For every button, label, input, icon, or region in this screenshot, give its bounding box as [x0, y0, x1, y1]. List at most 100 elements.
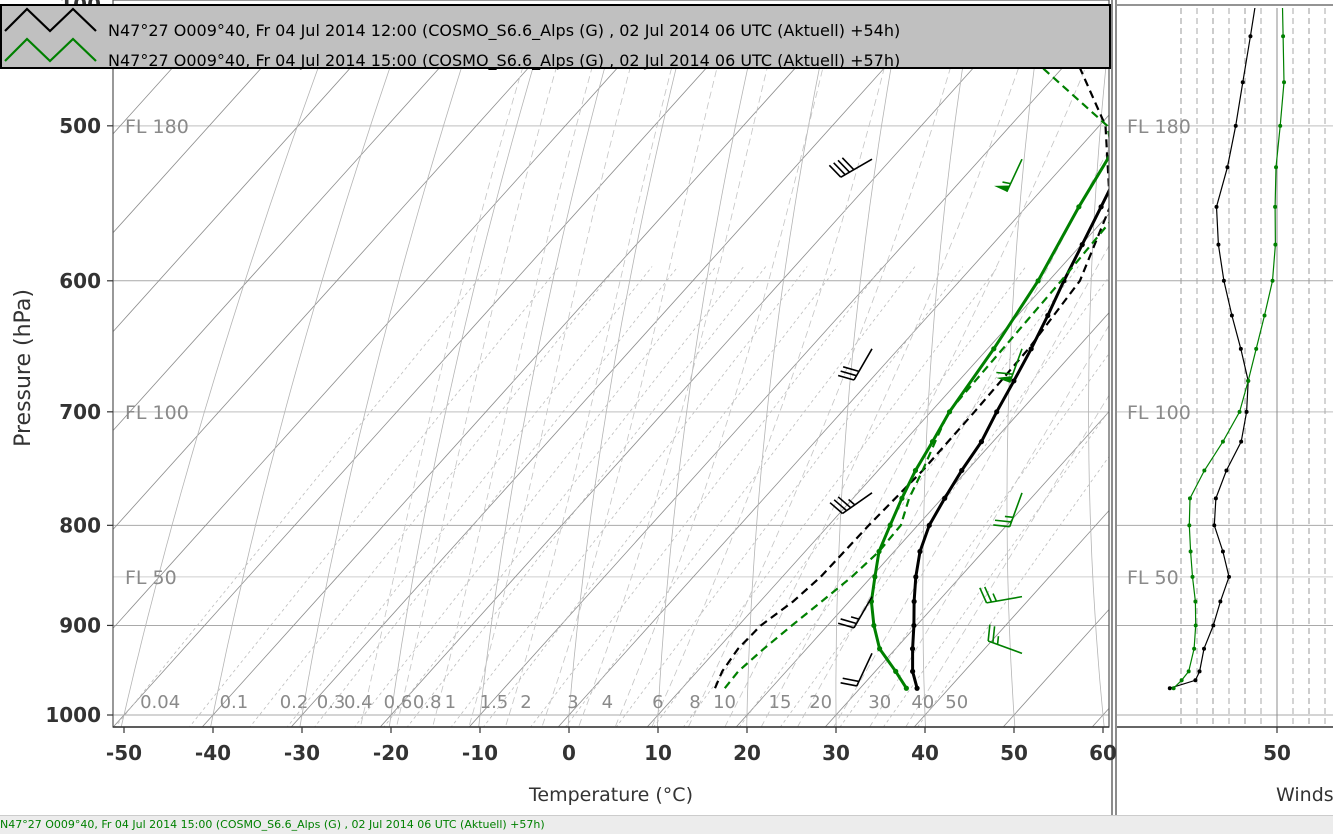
mixing-ratio-label: 40 — [911, 692, 934, 713]
x-tick-label: -10 — [462, 741, 498, 765]
data-point — [1036, 278, 1041, 283]
mixing-ratio-label: 1.5 — [480, 692, 509, 713]
wind-data-point — [1189, 549, 1193, 553]
wind-data-point — [1221, 549, 1225, 553]
wind-data-point — [1239, 440, 1243, 444]
legend-label: N47°27 O009°40, Fr 04 Jul 2014 15:00 (CO… — [108, 51, 900, 71]
y-tick-label: 700 — [59, 400, 101, 424]
chart-legend[interactable]: N47°27 O009°40, Fr 04 Jul 2014 12:00 (CO… — [1, 5, 1110, 71]
mixing-ratio-label: 0.2 — [280, 692, 309, 713]
wind-flight-level-label: FL 180 — [1127, 116, 1191, 138]
wind-data-point — [1211, 623, 1215, 627]
mixing-ratio-label: 0.1 — [220, 692, 249, 713]
wind-data-point — [1202, 468, 1206, 472]
x-tick-label: -20 — [373, 741, 409, 765]
wind-data-point — [1278, 124, 1282, 128]
mixing-ratio-label: 50 — [945, 692, 968, 713]
x-tick-label: -40 — [195, 741, 231, 765]
status-bar: N47°27 O009°40, Fr 04 Jul 2014 15:00 (CO… — [0, 815, 1333, 834]
wind-data-point — [1230, 313, 1234, 317]
mixing-ratio-label: 0.04 — [140, 692, 180, 713]
x-tick-label: 40 — [911, 741, 939, 765]
x-tick-label: 30 — [822, 741, 850, 765]
wind-data-point — [1188, 496, 1192, 500]
x-tick-label: -50 — [106, 741, 142, 765]
data-point — [914, 686, 919, 691]
wind-data-point — [1222, 279, 1226, 283]
wind-data-point — [1225, 165, 1229, 169]
mixing-ratio-label: 0.3 — [317, 692, 346, 713]
wind-data-point — [1234, 124, 1238, 128]
data-point — [893, 669, 898, 674]
wind-axis-label: Winds — [1276, 784, 1333, 806]
wind-data-point — [1172, 686, 1176, 690]
wind-data-point — [1191, 575, 1195, 579]
flight-level-label: FL 50 — [125, 567, 177, 589]
flight-level-label: FL 100 — [125, 402, 189, 424]
wind-data-point — [1239, 347, 1243, 351]
data-point — [927, 523, 932, 528]
wind-data-point — [1224, 468, 1228, 472]
data-point — [888, 523, 893, 528]
wind-data-point — [1238, 410, 1242, 414]
wind-data-point — [1202, 647, 1206, 651]
y-tick-label: 600 — [59, 269, 101, 293]
wind-data-point — [1263, 313, 1267, 317]
mixing-ratio-label: 1 — [445, 692, 456, 713]
wind-data-point — [1281, 34, 1285, 38]
mixing-ratio-label: 15 — [769, 692, 792, 713]
data-point — [872, 574, 877, 579]
x-tick-label: -30 — [284, 741, 320, 765]
data-point — [1045, 313, 1050, 318]
data-point — [994, 409, 999, 414]
wind-flight-level-label: FL 50 — [1127, 567, 1179, 589]
wind-x-tick-label: 50 — [1263, 741, 1291, 765]
data-point — [991, 346, 996, 351]
x-tick-label: 20 — [733, 741, 761, 765]
wind-data-point — [1215, 205, 1219, 209]
wind-data-point — [1245, 410, 1249, 414]
wind-data-point — [1192, 647, 1196, 651]
data-point — [877, 646, 882, 651]
data-point — [913, 468, 918, 473]
mixing-ratio-label: 6 — [652, 692, 663, 713]
wind-data-point — [1214, 496, 1218, 500]
y-tick-label: 900 — [59, 613, 101, 637]
wind-data-point — [1218, 599, 1222, 603]
wind-data-point — [1212, 523, 1216, 527]
flight-level-label: FL 180 — [125, 116, 189, 138]
wind-data-point — [1187, 523, 1191, 527]
wind-data-point — [1274, 165, 1278, 169]
legend-label: N47°27 O009°40, Fr 04 Jul 2014 12:00 (CO… — [108, 21, 900, 41]
wind-data-point — [1248, 34, 1252, 38]
data-point — [942, 496, 947, 501]
data-point — [979, 439, 984, 444]
x-tick-label: 10 — [644, 741, 672, 765]
data-point — [1029, 346, 1034, 351]
data-point — [1080, 242, 1085, 247]
wind-data-point — [1180, 678, 1184, 682]
data-point — [904, 686, 909, 691]
data-point — [917, 549, 922, 554]
x-axis-label: Temperature (°C) — [528, 784, 693, 806]
mixing-ratio-label: 3 — [567, 692, 578, 713]
data-point — [913, 574, 918, 579]
y-tick-label: 1000 — [45, 703, 101, 727]
y-tick-label: 800 — [59, 513, 101, 537]
data-point — [1076, 204, 1081, 209]
y-tick-label: 500 — [59, 114, 101, 138]
data-point — [1011, 378, 1016, 383]
wind-flight-level-label: FL 100 — [1127, 402, 1191, 424]
wind-data-point — [1198, 669, 1202, 673]
wind-data-point — [1241, 80, 1245, 84]
wind-data-point — [1168, 686, 1172, 690]
data-point — [910, 669, 915, 674]
wind-data-point — [1194, 623, 1198, 627]
data-point — [899, 496, 904, 501]
wind-data-point — [1193, 678, 1197, 682]
data-point — [1099, 204, 1104, 209]
wind-data-point — [1246, 379, 1250, 383]
y-axis-label: Pressure (hPa) — [11, 289, 36, 447]
